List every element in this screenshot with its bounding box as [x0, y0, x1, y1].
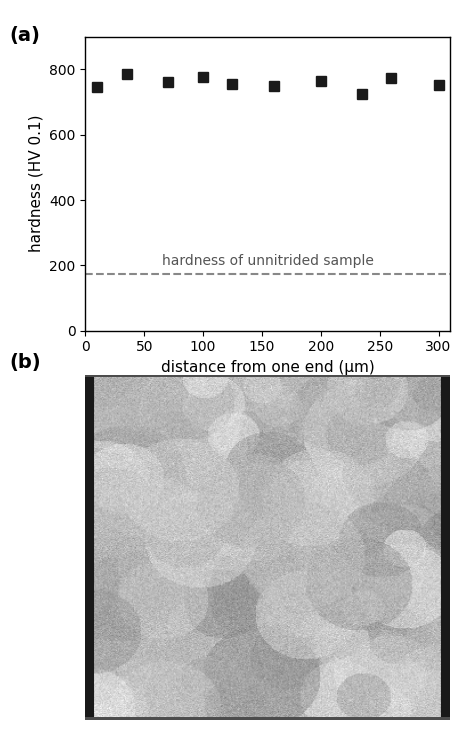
Text: (b): (b)	[9, 353, 41, 372]
Text: hardness of unnitrided sample: hardness of unnitrided sample	[162, 254, 374, 268]
Y-axis label: hardness (HV 0.1): hardness (HV 0.1)	[28, 115, 44, 253]
Text: (a): (a)	[9, 26, 40, 45]
X-axis label: distance from one end (μm): distance from one end (μm)	[161, 360, 374, 375]
